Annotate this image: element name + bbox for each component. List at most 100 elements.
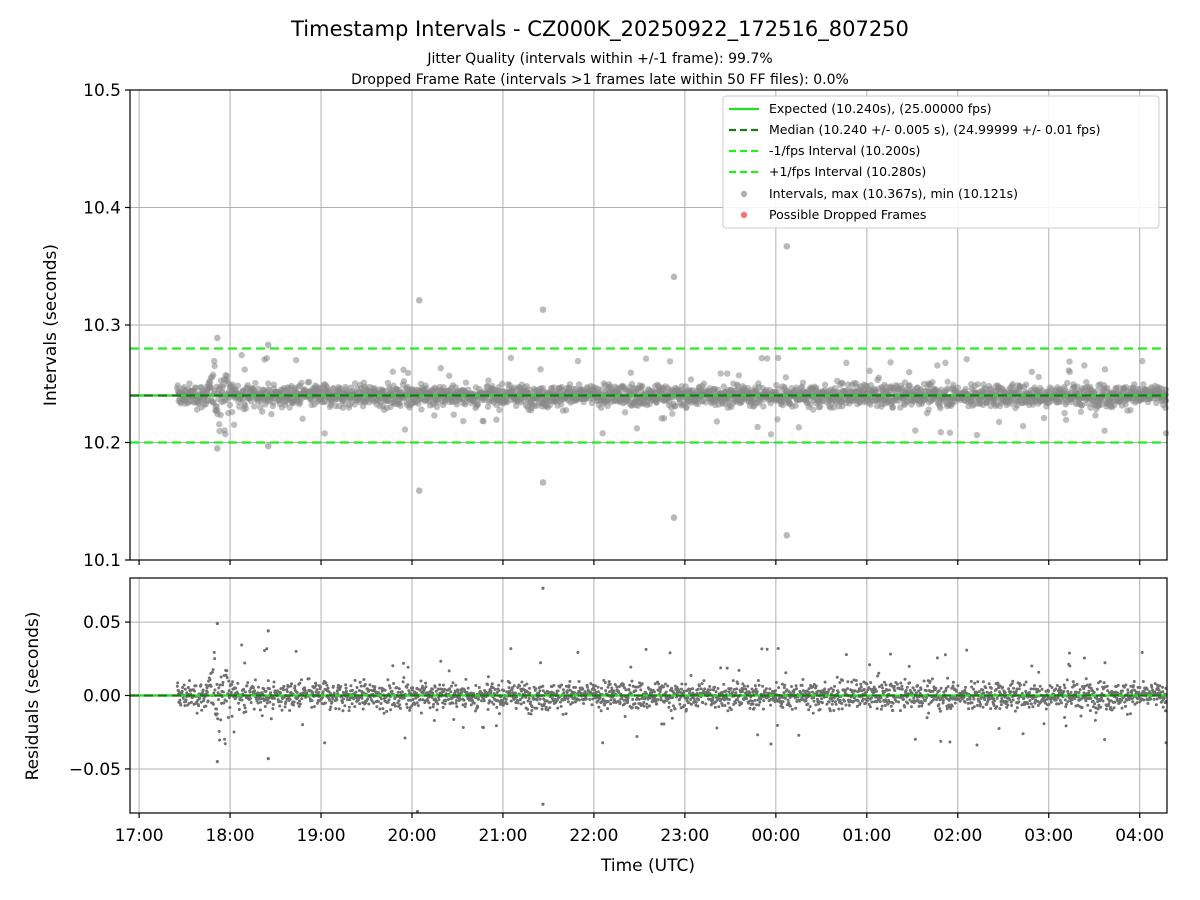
residual-point [763, 690, 767, 694]
residual-point [464, 677, 468, 681]
residual-point [757, 683, 761, 687]
residual-point [667, 705, 671, 709]
residual-point [975, 743, 979, 747]
interval-point [460, 417, 467, 425]
residual-point [225, 676, 229, 680]
residual-point [637, 697, 641, 701]
residual-point [200, 708, 204, 712]
residual-point [844, 653, 848, 657]
residual-point [901, 697, 905, 701]
legend-item-intervals: Intervals, max (10.367s), min (10.121s) [740, 186, 1018, 201]
interval-point [934, 362, 941, 369]
residual-point [474, 683, 478, 687]
residual-point [905, 685, 909, 689]
residual-point [968, 697, 972, 701]
residual-point [285, 690, 289, 694]
residual-point [581, 687, 585, 691]
interval-outlier-point [539, 306, 547, 314]
residual-point [840, 707, 844, 711]
residual-point [981, 680, 985, 684]
residual-point [893, 689, 897, 693]
residual-point [975, 703, 979, 707]
residual-point [431, 705, 435, 709]
residual-point [624, 688, 628, 692]
residual-point [892, 684, 896, 688]
intervals-axes: 10.110.210.310.410.5 Intervals (seconds)… [41, 81, 1170, 571]
residual-point [969, 679, 973, 683]
interval-outlier-point [539, 479, 547, 486]
residual-point [734, 691, 738, 695]
residual-point [486, 675, 490, 679]
residual-point [1031, 705, 1035, 709]
residual-point [726, 701, 730, 705]
interval-point [713, 418, 721, 425]
residual-point [487, 701, 491, 705]
residual-point [784, 671, 788, 675]
residual-point [634, 689, 638, 693]
residual-point [405, 706, 409, 710]
interval-point [507, 354, 515, 362]
residual-point [924, 689, 928, 693]
residual-point [206, 699, 210, 703]
residual-point [831, 688, 835, 692]
residual-point [835, 675, 839, 679]
interval-point [821, 381, 829, 389]
residual-point [1013, 709, 1017, 713]
interval-point [474, 401, 481, 408]
residual-point [606, 707, 610, 711]
residual-point [762, 699, 766, 703]
residual-point [607, 680, 611, 684]
residual-point [291, 703, 295, 707]
residual-point [874, 689, 878, 693]
residual-point [444, 699, 448, 703]
residual-point [673, 707, 677, 711]
residual-point [908, 681, 912, 685]
residual-point [331, 697, 335, 701]
interval-point [242, 405, 250, 412]
residual-point [758, 700, 762, 704]
interval-point [453, 401, 461, 408]
residual-point [748, 706, 752, 710]
residual-point [761, 684, 765, 688]
residual-point [875, 707, 879, 711]
residual-point [998, 707, 1002, 711]
residual-point [231, 680, 235, 684]
residual-point [737, 668, 741, 672]
residual-point [278, 691, 282, 695]
residual-point [919, 687, 923, 691]
residual-point [559, 704, 563, 708]
residual-point [252, 707, 256, 711]
residual-point [194, 684, 198, 688]
residual-point [662, 722, 666, 726]
residual-point [585, 685, 589, 689]
residual-point [216, 691, 220, 695]
residual-point [1017, 687, 1021, 691]
residual-point [777, 686, 781, 690]
residual-point [349, 684, 353, 688]
residual-point [744, 687, 748, 691]
residual-point [567, 684, 571, 688]
residual-point [282, 688, 286, 692]
residual-point [951, 684, 955, 688]
residual-point [868, 663, 872, 667]
residual-point [526, 699, 530, 703]
interval-point [1022, 381, 1030, 388]
interval-point [774, 416, 781, 423]
interval-point [259, 408, 266, 415]
residual-point [682, 689, 686, 693]
residual-point [402, 676, 406, 680]
interval-point [1066, 368, 1074, 376]
residual-point [237, 701, 241, 705]
residual-point [774, 680, 778, 684]
residual-point [562, 691, 566, 695]
interval-point [597, 404, 605, 411]
residual-point [225, 669, 229, 673]
interval-point [621, 409, 629, 416]
residual-point [786, 698, 790, 702]
interval-point [720, 383, 727, 390]
residual-point [497, 712, 501, 716]
interval-point [222, 430, 229, 438]
residual-point [227, 679, 231, 683]
residual-point [347, 709, 351, 713]
residual-point [513, 691, 517, 695]
